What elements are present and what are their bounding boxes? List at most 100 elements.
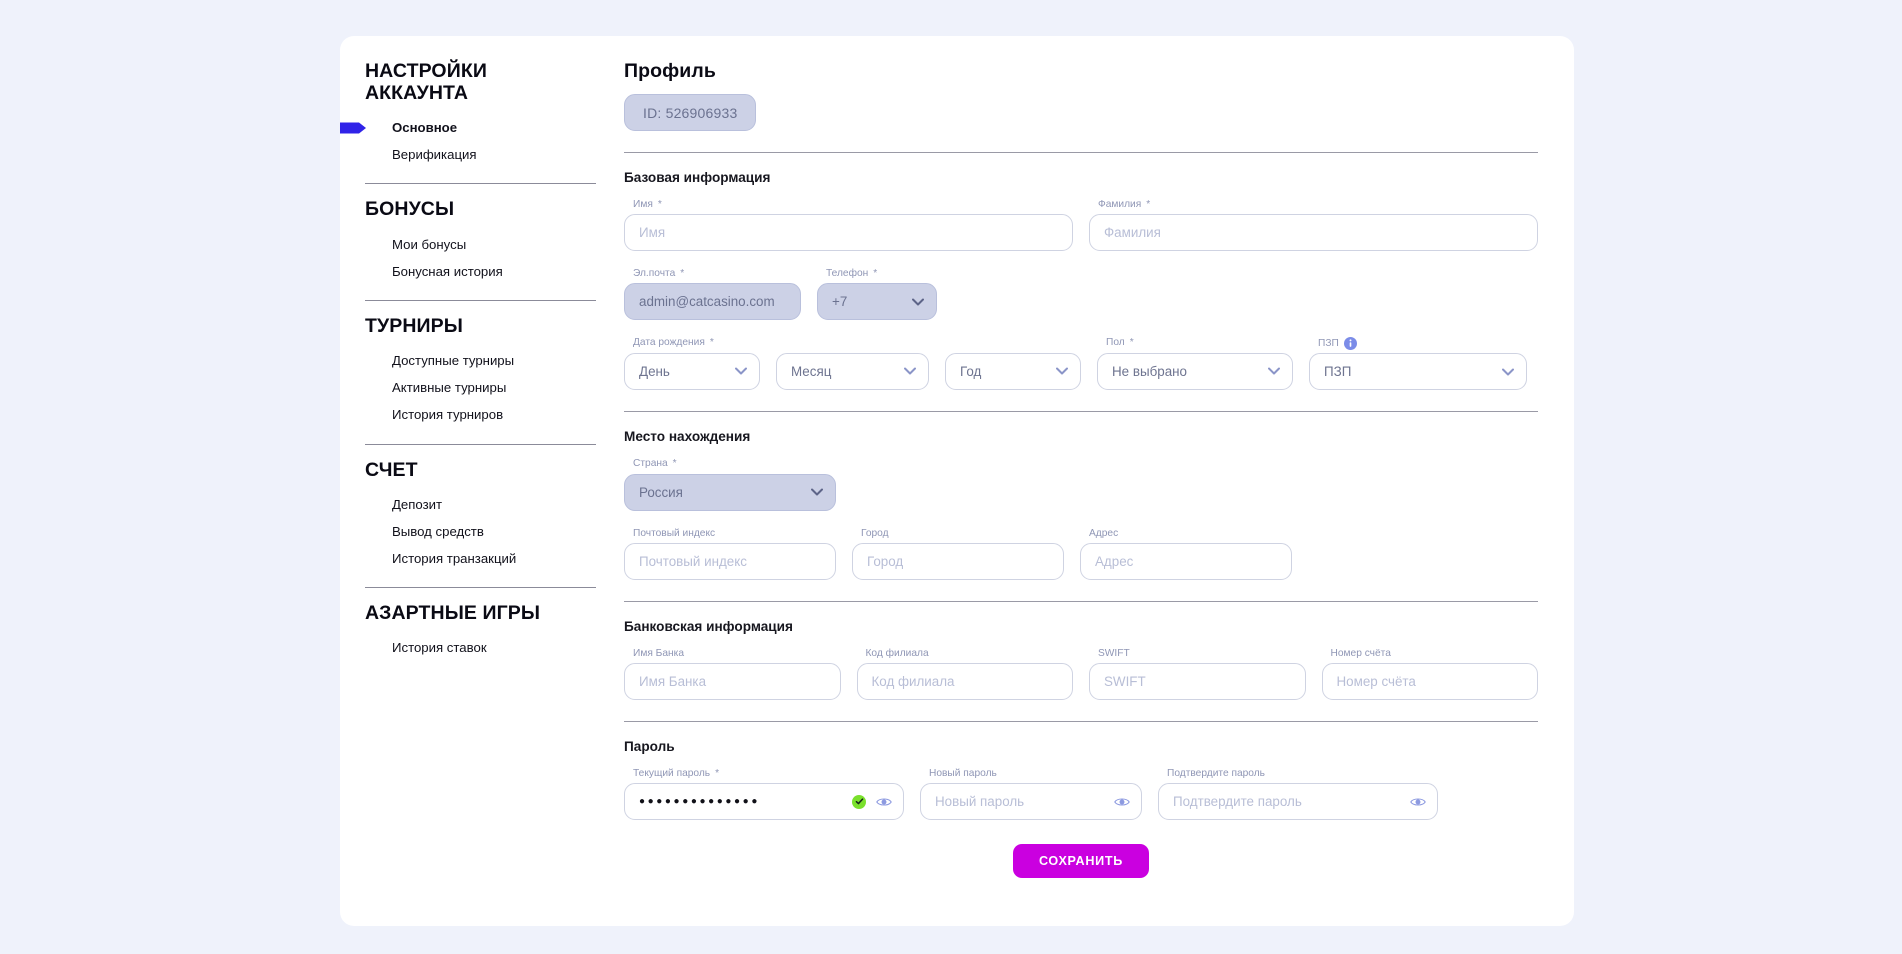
swift-input[interactable]: SWIFT [1089,663,1306,701]
birth-month-select[interactable]: Месяц [776,352,929,390]
field-confirm-password: Подтвердите пароль Подтвердите пароль [1158,768,1438,821]
bank-name-input[interactable]: Имя Банка [624,663,841,701]
sidebar-item-label: Активные турниры [392,380,507,396]
birth-day-select[interactable]: День [624,352,760,390]
sidebar-item-verifikatsiya[interactable]: Верификация [365,141,578,168]
active-arrow-icon [340,122,366,134]
sidebar-divider [365,443,596,445]
sidebar-item-bonusnaya-istoriya[interactable]: Бонусная история [365,258,578,285]
confirm-password-placeholder: Подтвердите пароль [1173,794,1302,810]
sidebar-divider [365,183,596,185]
save-button-row: Сохранить [624,844,1538,879]
sidebar-group-gambling: АЗАРТНЫЕ ИГРЫ История ставок [365,602,596,661]
field-email: Эл.почта * admin@catcasino.com [624,268,801,321]
sidebar-item-label: Доступные турниры [392,352,515,368]
chevron-down-icon [1502,368,1514,376]
current-password-value: ●●●●●●●●●●●●●● [639,795,760,807]
gender-select[interactable]: Не выбрано [1097,352,1293,390]
section-divider [624,152,1538,153]
sidebar-item-moi-bonusy[interactable]: Мои бонусы [365,231,578,258]
field-country: Страна * Россия [624,458,836,511]
sidebar-group-title: НАСТРОЙКИ АККАУНТА [365,60,487,105]
check-glyph [855,798,863,805]
eye-icon[interactable] [1114,796,1130,808]
new-password-icons [1114,796,1130,808]
field-current-password: Текущий пароль * ●●●●●●●●●●●●●● [624,768,904,821]
label-postal-code: Почтовый индекс [633,527,716,539]
chevron-down-icon [735,367,747,375]
sidebar-item-label: Мои бонусы [392,236,467,252]
label-city: Город [861,527,889,539]
confirm-password-icons [1410,796,1426,808]
sidebar-item-osnovnoe[interactable]: Основное [340,114,578,141]
label-pzp: ПЗП [1318,337,1527,351]
sidebar-group-account: СЧЕТ Депозит Вывод средств История транз… [365,459,596,573]
current-password-icons [852,794,892,809]
city-input[interactable]: Город [852,542,1064,580]
label-birth-date: Дата рождения * [633,337,714,349]
eye-icon[interactable] [876,796,892,808]
save-button[interactable]: Сохранить [1012,844,1150,879]
check-circle-icon [852,794,866,809]
address-input[interactable]: Адрес [1080,542,1292,580]
sidebar-item-istoriya-stavok[interactable]: История ставок [365,634,578,661]
sidebar-item-istoriya-tranzaktsiy[interactable]: История транзакций [365,545,578,572]
sidebar-item-label: История транзакций [392,550,517,566]
birth-year-select[interactable]: Год [945,352,1081,390]
sidebar-item-dostupnye-turniry[interactable]: Доступные турниры [365,347,578,374]
chevron-down-icon [904,367,916,375]
sidebar-divider [365,299,596,301]
account-number-input[interactable]: Номер счёта [1321,663,1538,701]
sidebar-item-label: История турниров [392,407,504,423]
new-password-input[interactable]: Новый пароль [920,783,1142,821]
phone-country-value: +7 [832,294,848,310]
sidebar-item-depozit[interactable]: Депозит [365,491,578,518]
sidebar-item-istoriya-turnirov[interactable]: История турниров [365,401,578,428]
branch-code-input[interactable]: Код филиала [856,663,1073,701]
country-select[interactable]: Россия [624,473,836,511]
section-divider [624,600,1538,602]
row-country: Страна * Россия [624,458,1538,511]
field-account-number: Номер счёта Номер счёта [1321,647,1538,701]
label-confirm-password: Подтвердите пароль [1167,768,1265,780]
info-icon[interactable] [1343,337,1357,351]
label-gender: Пол * [1106,337,1134,349]
sidebar-item-label: Бонусная история [392,263,503,279]
sidebar-item-label: Верификация [392,147,477,163]
page-title: Профиль [624,60,716,82]
email-input[interactable]: admin@catcasino.com [624,283,801,321]
section-title-password: Пароль [624,739,675,755]
eye-icon[interactable] [1410,796,1426,808]
last-name-input[interactable]: Фамилия [1089,214,1538,252]
field-phone: Телефон * +7 [817,268,937,321]
field-new-password: Новый пароль Новый пароль [920,768,1142,821]
first-name-input[interactable]: Имя [624,214,1073,252]
label-account-number: Номер счёта [1330,647,1391,659]
profile-content: Профиль ID: 526906933 Базовая информация… [596,36,1574,926]
birth-year-value: Год [960,363,982,379]
label-email: Эл.почта * [633,268,685,280]
field-birth-month: Месяц [776,337,929,390]
field-gender: Пол * Не выбрано [1097,337,1293,390]
sidebar-item-vyvod-sredstv[interactable]: Вывод средств [365,518,578,545]
row-name: Имя * Имя Фамилия * Фамилия [624,199,1538,252]
new-password-placeholder: Новый пароль [935,794,1025,810]
current-password-input[interactable]: ●●●●●●●●●●●●●● [624,783,904,821]
user-id-badge: ID: 526906933 [624,94,757,131]
sidebar-item-label: Основное [392,120,458,136]
postal-code-input[interactable]: Почтовый индекс [624,542,836,580]
field-postal-code: Почтовый индекс Почтовый индекс [624,528,836,580]
label-country: Страна * [633,458,677,470]
pzp-select[interactable]: ПЗП [1309,353,1527,391]
field-branch-code: Код филиала Код филиала [856,648,1073,701]
sidebar-group-title: ТУРНИРЫ [365,314,463,337]
field-bank-name: Имя Банка Имя Банка [624,647,841,701]
section-divider [624,411,1538,413]
confirm-password-input[interactable]: Подтвердите пароль [1158,783,1438,821]
phone-country-select[interactable]: +7 [817,283,937,321]
label-bank-name: Имя Банка [633,647,684,659]
chevron-down-icon [811,488,823,496]
account-settings-card: НАСТРОЙКИ АККАУНТА Основное Верификация … [340,36,1574,926]
section-title-bank: Банковская информация [624,618,793,634]
sidebar-item-aktivnye-turniry[interactable]: Активные турниры [365,374,578,401]
